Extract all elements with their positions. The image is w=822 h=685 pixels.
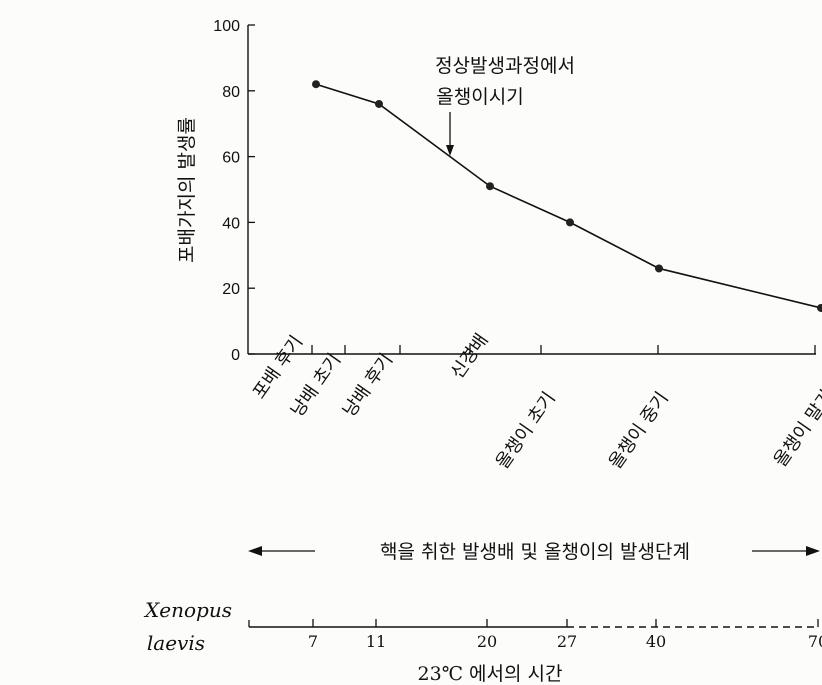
time-tick-label: 27 — [557, 632, 577, 651]
y-axis-label: 포배가지의 발생률 — [176, 117, 198, 263]
data-line — [315, 83, 822, 309]
annotation: 정상발생과정에서 올챙이시기 — [435, 55, 575, 156]
annotation-line-1: 정상발생과정에서 — [435, 55, 575, 77]
time-tick-label: 70 — [808, 632, 822, 651]
left-arrowhead — [248, 546, 262, 556]
y-tick-label: 100 — [213, 18, 240, 35]
y-tick-label: 60 — [222, 150, 240, 167]
data-point — [486, 182, 494, 191]
stage-label: 올챙이 말기 — [770, 386, 822, 471]
data-point — [655, 264, 663, 273]
species-epithet: laevis — [147, 631, 205, 655]
y-tick-label: 80 — [222, 84, 240, 101]
stage-axis-title: 핵을 취한 발생배 및 올챙이의 발생단계 — [248, 541, 820, 563]
data-point — [817, 303, 822, 312]
stage-label: 낭배 후기 — [339, 350, 397, 421]
y-axis: 0 20 40 60 80 100 — [213, 18, 255, 364]
time-tick-label: 11 — [366, 632, 386, 651]
species-genus: Xenopus — [143, 598, 232, 622]
stage-label: 신경배 — [447, 330, 493, 383]
time-tick-label: 7 — [308, 632, 318, 651]
right-arrowhead — [806, 546, 820, 556]
time-tick-label: 40 — [646, 632, 666, 651]
stage-label: 올챙이 중기 — [605, 388, 673, 473]
stage-label: 올챙이 초기 — [492, 388, 560, 473]
time-axis-title: 23℃ 에서의 시간 — [418, 663, 563, 685]
y-tick-label: 40 — [222, 215, 240, 232]
data-point — [312, 80, 320, 89]
time-axis: 7 11 20 27 40 70 — [248, 619, 822, 651]
data-point — [566, 218, 574, 227]
data-point — [375, 99, 383, 108]
series-line — [312, 80, 822, 312]
annotation-line-2: 올챙이시기 — [436, 86, 523, 108]
time-tick-label: 20 — [477, 632, 497, 651]
annotation-arrowhead — [446, 145, 454, 156]
stage-axis-title-text: 핵을 취한 발생배 및 올챙이의 발생단계 — [380, 541, 690, 563]
y-tick-label: 20 — [222, 281, 240, 298]
y-tick-label: 0 — [231, 347, 240, 364]
